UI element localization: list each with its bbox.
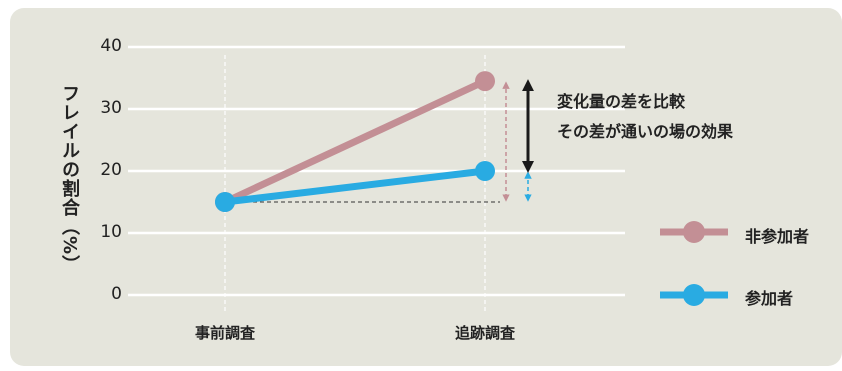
chart-panel [10,8,842,366]
legend-swatch-marker [683,284,705,306]
y-tick-label: 40 [100,36,122,56]
x-category-label: 事前調査 [194,324,255,342]
data-point [475,161,495,181]
series-line [221,167,489,206]
y-tick-label: 20 [100,160,122,180]
y-tick-label: 10 [100,222,122,242]
y-axis-label: フレイルの割合（%） [59,84,80,275]
data-point [475,71,495,92]
annotation-line-1: 変化量の差を比較 [557,92,686,111]
annotation-line-2: その差が通いの場の効果 [557,122,734,141]
data-point [215,192,235,212]
x-category-label: 追跡調査 [454,324,515,342]
legend-label-non-participant: 非参加者 [745,227,810,246]
y-tick-label: 0 [111,284,122,304]
legend-label-participant: 参加者 [745,289,794,308]
series-line [221,77,489,206]
legend-swatch-marker [683,221,705,243]
y-tick-label: 30 [100,98,122,118]
